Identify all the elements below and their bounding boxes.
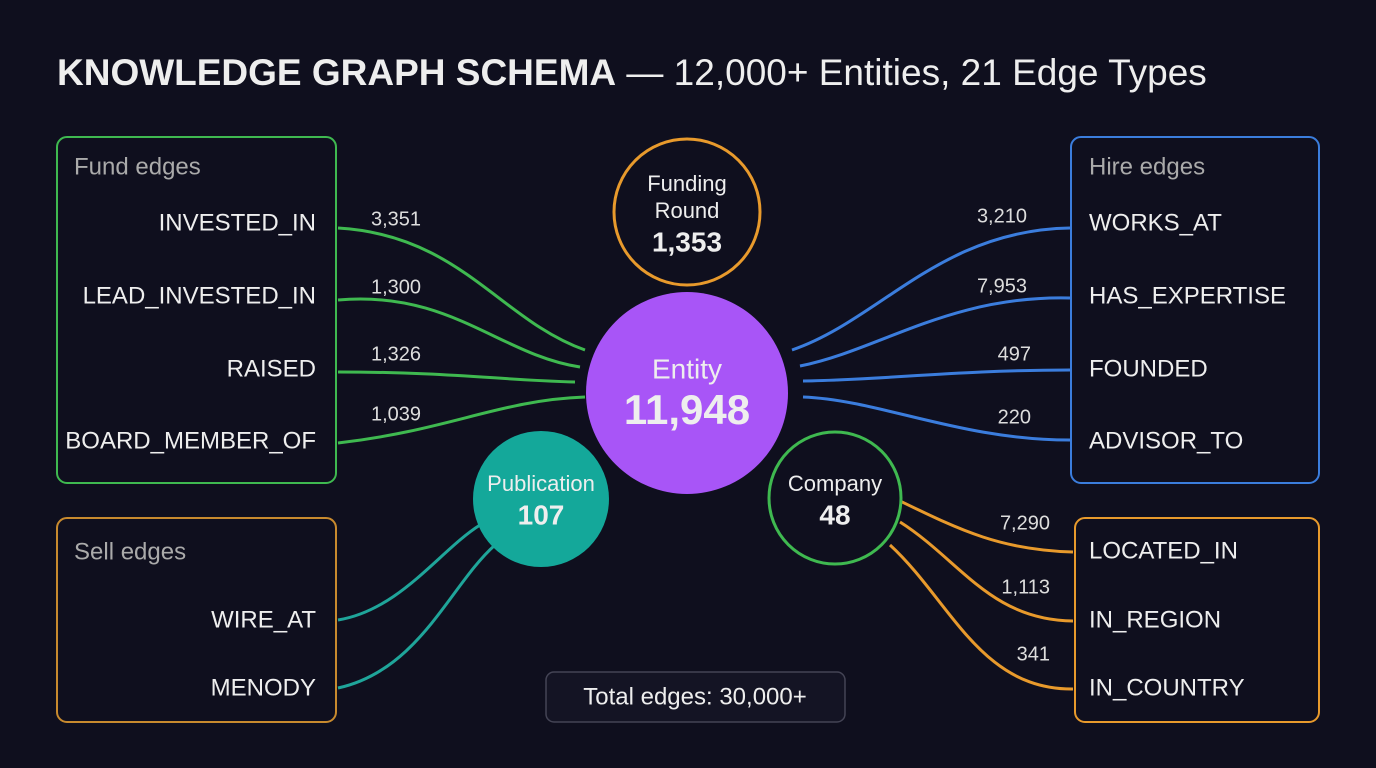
edge-label: INVESTED_IN <box>159 209 316 236</box>
edge-label: HAS_EXPERTISE <box>1089 282 1286 309</box>
hire-curves <box>791 226 1071 442</box>
edge-label: FOUNDED <box>1089 355 1208 382</box>
node-count: 11,948 <box>624 386 750 433</box>
edge-count: 1,300 <box>371 276 421 298</box>
edge-count: 7,953 <box>977 275 1027 297</box>
edge-count: 3,351 <box>371 208 421 230</box>
title-main: KNOWLEDGE GRAPH SCHEMA <box>57 52 616 93</box>
sell-box <box>56 517 337 723</box>
node-count: 107 <box>518 499 565 530</box>
location-box <box>1074 517 1320 723</box>
hire-box <box>1070 136 1320 484</box>
sell-curves <box>337 523 496 690</box>
edge-count: 3,210 <box>977 205 1027 227</box>
edge-count: 7,290 <box>1000 512 1050 534</box>
edge-label: LOCATED_IN <box>1089 537 1238 564</box>
edge-count: 497 <box>998 343 1031 365</box>
node-label: Company <box>788 471 882 496</box>
edge-label: LEAD_INVESTED_IN <box>83 282 316 309</box>
fund-curves <box>337 226 586 445</box>
edge-label: RAISED <box>227 355 316 382</box>
node-label: Funding <box>647 171 727 196</box>
company-node <box>767 430 903 566</box>
edge-label: IN_REGION <box>1089 606 1221 633</box>
publication-node <box>473 431 609 567</box>
edge-count: 1,326 <box>371 343 421 365</box>
edge-count: 220 <box>998 406 1031 428</box>
edge-count: 1,039 <box>371 403 421 425</box>
footer: Total edges: 30,000+ <box>583 683 807 710</box>
node-count: 48 <box>819 499 850 530</box>
entity-node <box>586 292 788 494</box>
edge-label: IN_COUNTRY <box>1089 674 1245 701</box>
footer-box <box>545 671 846 723</box>
fund-box <box>56 136 337 484</box>
node-count: 1,353 <box>652 226 722 257</box>
group-title: Sell edges <box>74 538 186 565</box>
group-title: Fund edges <box>74 153 201 180</box>
location-curves <box>888 498 1074 691</box>
title-rest: — 12,000+ Entities, 21 Edge Types <box>626 52 1206 93</box>
funding-round-node <box>612 137 762 287</box>
edge-label: WIRE_AT <box>211 606 316 633</box>
node-label: Publication <box>487 471 595 496</box>
group-title: Hire edges <box>1089 153 1205 180</box>
edge-label: WORKS_AT <box>1089 209 1222 236</box>
node-label: Round <box>655 198 720 223</box>
edge-label: BOARD_MEMBER_OF <box>65 427 316 454</box>
edge-count: 1,113 <box>1001 576 1050 598</box>
edge-label: MENODY <box>211 674 316 701</box>
edge-label: ADVISOR_TO <box>1089 427 1243 454</box>
node-label: Entity <box>652 353 722 384</box>
title: KNOWLEDGE GRAPH SCHEMA — 12,000+ Entitie… <box>57 52 1207 93</box>
edge-count: 341 <box>1017 643 1050 665</box>
